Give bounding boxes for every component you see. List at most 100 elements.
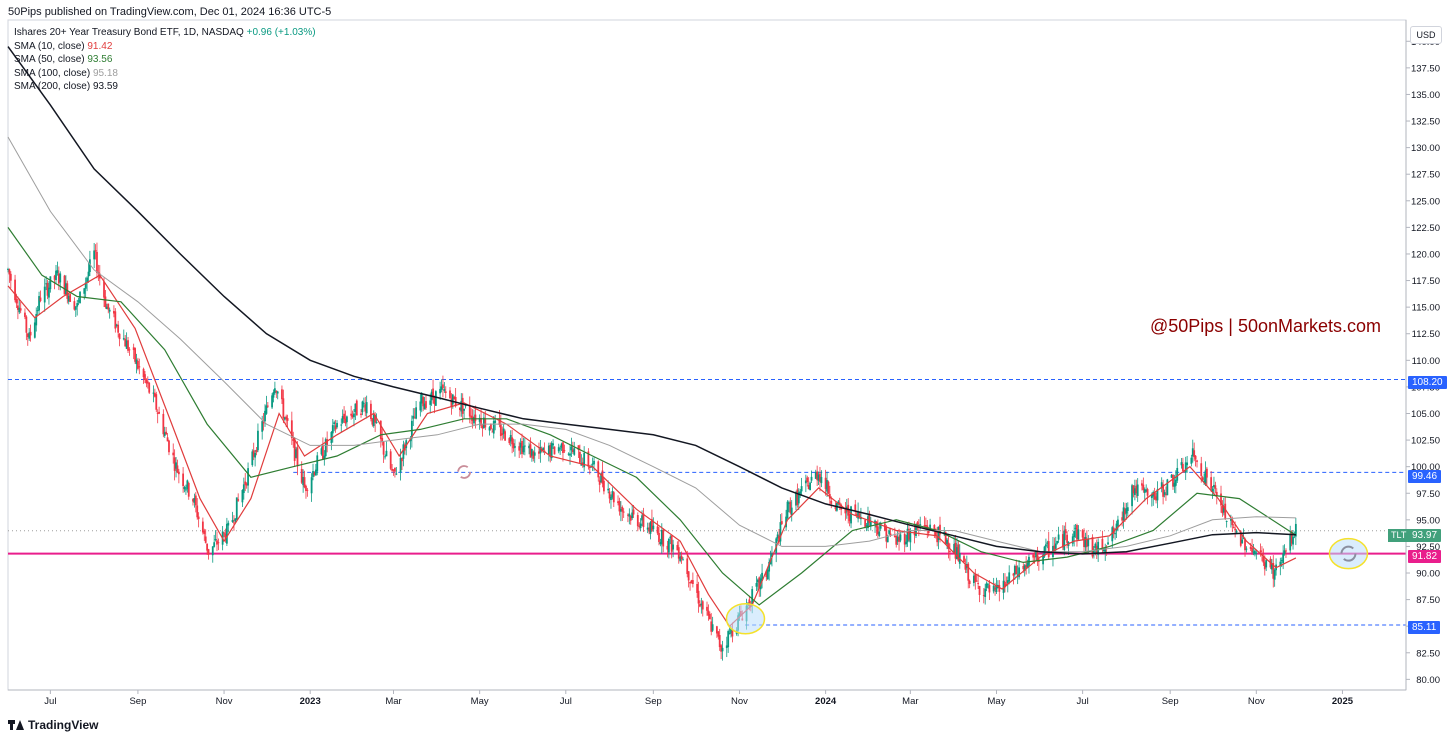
candle-body <box>731 630 734 637</box>
y-tick-label: 102.50 <box>1411 436 1440 447</box>
candle-body <box>1272 562 1275 579</box>
candle-body <box>153 392 156 397</box>
candle-body <box>94 250 97 252</box>
refresh-icon <box>457 465 472 479</box>
candle-body <box>336 422 338 428</box>
candle-body <box>262 420 265 424</box>
candle-body <box>1200 463 1203 477</box>
candle-body <box>937 526 940 541</box>
legend-sma50[interactable]: SMA (50, close) 93.56 <box>14 53 316 67</box>
candle-body <box>755 583 758 587</box>
candle-body <box>439 388 442 394</box>
candle-body <box>498 419 501 425</box>
candle-body <box>481 425 484 429</box>
candle-body <box>977 583 980 585</box>
tradingview-footer[interactable]: TradingView <box>8 718 98 732</box>
candle-body <box>1008 572 1011 582</box>
candle-body <box>632 509 635 515</box>
candle-body <box>954 542 957 559</box>
candle-body <box>401 458 403 462</box>
candle-body <box>967 563 970 581</box>
candle-body <box>528 445 530 449</box>
candle-body <box>419 401 422 411</box>
candle-body <box>776 534 779 539</box>
candle-body <box>470 415 473 418</box>
candle-body <box>648 527 651 532</box>
candle-body <box>707 610 710 616</box>
candle-body <box>1289 534 1292 551</box>
candle-body <box>1046 542 1049 544</box>
candle-body <box>998 584 1001 592</box>
x-tick-label: May <box>988 696 1006 707</box>
candle-body <box>1285 550 1287 552</box>
candle-body <box>440 386 443 390</box>
candle-body <box>711 624 714 631</box>
candle-body <box>482 417 485 429</box>
legend-sma100[interactable]: SMA (100, close) 95.18 <box>14 67 316 81</box>
candle-body <box>809 482 811 491</box>
candle-body <box>530 448 533 456</box>
candle-body <box>1245 548 1248 550</box>
candle-body <box>1056 540 1059 544</box>
candle-body <box>197 516 200 520</box>
tradingview-brand: TradingView <box>28 718 99 732</box>
candle-body <box>939 524 941 535</box>
candle-body <box>353 413 355 418</box>
sma200-label: SMA (200, close) <box>14 81 91 92</box>
candle-body <box>1004 581 1006 588</box>
candle-body <box>569 453 571 456</box>
candle-body <box>810 476 813 481</box>
candle-body <box>963 556 965 563</box>
currency-button[interactable]: USD <box>1410 26 1442 44</box>
y-tick-label: 82.50 <box>1416 648 1440 659</box>
candle-body <box>559 448 562 450</box>
candle-body <box>384 456 386 458</box>
candle-body <box>1091 537 1094 557</box>
candle-body <box>415 407 418 419</box>
x-tick-label: 2023 <box>300 696 321 707</box>
candle-body <box>1076 524 1078 540</box>
y-tick-label: 132.50 <box>1411 117 1440 128</box>
candle-body <box>1156 489 1159 501</box>
y-tick-label: 80.00 <box>1416 675 1440 686</box>
legend-sma10[interactable]: SMA (10, close) 91.42 <box>14 40 316 54</box>
candle-body <box>313 472 316 475</box>
candle-body <box>1063 530 1066 550</box>
candle-body <box>484 419 487 428</box>
candle-body <box>134 348 136 362</box>
candle-body <box>237 499 240 501</box>
candle-body <box>173 457 176 471</box>
candle-body <box>1213 484 1215 488</box>
candle-body <box>1191 448 1194 457</box>
candle-body <box>838 502 841 505</box>
candle-body <box>868 513 871 523</box>
candle-body <box>331 425 334 434</box>
candle-body <box>819 473 821 482</box>
candle-body <box>1012 573 1015 576</box>
candle-body <box>18 307 21 313</box>
candle-body <box>1176 467 1179 481</box>
candle-body <box>155 394 158 410</box>
x-tick-label: 2025 <box>1332 696 1354 707</box>
candle-body <box>492 421 495 434</box>
candle-body <box>24 312 26 317</box>
legend-sma200[interactable]: SMA (200, close) 93.59 <box>14 80 316 94</box>
candle-body <box>1047 541 1050 558</box>
candle-body <box>1232 527 1235 529</box>
candle-body <box>608 491 611 499</box>
candle-body <box>611 491 614 498</box>
candle-body <box>600 473 602 483</box>
candle-body <box>1077 529 1080 540</box>
candle-body <box>166 437 169 442</box>
candle-body <box>96 251 98 274</box>
candle-body <box>804 480 807 484</box>
candle-body <box>314 469 317 476</box>
candle-body <box>1220 493 1222 506</box>
candle-body <box>816 471 819 481</box>
candle-body <box>138 366 141 368</box>
candle-body <box>638 525 641 528</box>
candle-body <box>175 462 177 469</box>
candle-body <box>26 333 29 337</box>
candle-body <box>518 446 521 451</box>
